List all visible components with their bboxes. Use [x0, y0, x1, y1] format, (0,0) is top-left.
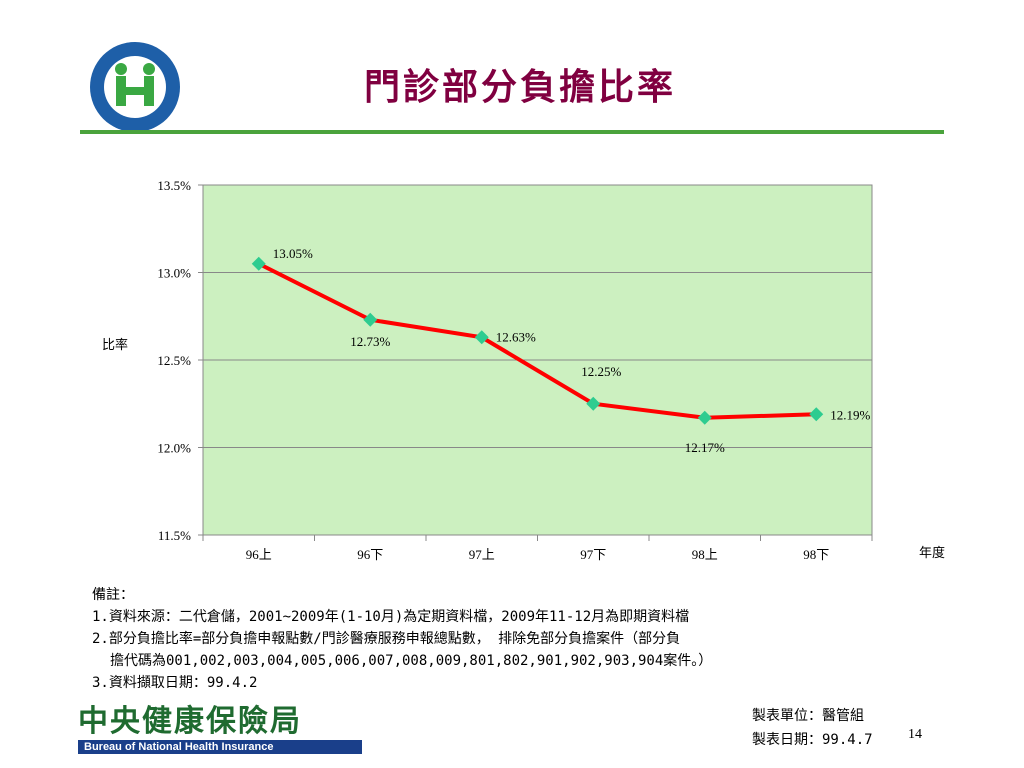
data-label: 12.73%	[350, 334, 390, 349]
note-2a: 2.部分負擔比率=部分負擔申報點數/門診醫療服務申報總點數， 排除免部分負擔案件…	[92, 631, 681, 647]
line-chart: 11.5% 12.0% 12.5% 13.0% 13.5% 96上 96下 97上 97下 98…	[102, 178, 945, 562]
bureau-name-cn: 中央健康保險局	[78, 704, 302, 739]
note-1: 1.資料來源：二代倉儲，2001~2009年(1-10月)為定期資料檔，2009…	[92, 609, 690, 625]
maker-info: 製表單位：醫管組 製表日期：99.4.7	[752, 704, 873, 752]
data-point	[586, 396, 601, 411]
y-tick-label: 12.5%	[157, 353, 191, 368]
bureau-logo: 中央健康保險局 Bureau of National Health Insura…	[78, 706, 364, 754]
x-tick-label: 98上	[692, 547, 718, 562]
notes: 備註： 1.資料來源：二代倉儲，2001~2009年(1-10月)為定期資料檔，…	[92, 584, 972, 694]
data-label: 12.63%	[496, 329, 536, 344]
data-point	[809, 407, 824, 422]
data-label: 12.19%	[830, 407, 870, 422]
nhi-logo	[88, 40, 182, 134]
data-point	[251, 256, 266, 271]
page-title: 門診部分負擔比率	[363, 66, 676, 108]
data-point	[697, 410, 712, 425]
data-point	[363, 312, 378, 327]
title-divider	[80, 130, 944, 134]
series-line	[257, 261, 817, 420]
x-axis-label: 年度	[919, 545, 945, 561]
y-tick-label: 11.5%	[158, 528, 191, 543]
maker-date: 製表日期：99.4.7	[752, 732, 873, 748]
y-tick-label: 13.5%	[157, 178, 191, 193]
note-2b: 擔代碼為001,002,003,004,005,006,007,008,009,…	[110, 653, 713, 669]
page-number: 14	[908, 727, 922, 742]
notes-heading: 備註：	[92, 587, 134, 603]
y-tick-label: 13.0%	[157, 266, 191, 281]
x-tick-label: 97上	[469, 547, 495, 562]
y-tick-label: 12.0%	[157, 441, 191, 456]
x-tick-label: 98下	[803, 547, 829, 562]
note-3: 3.資料擷取日期：99.4.2	[92, 675, 258, 691]
data-label: 12.25%	[581, 364, 621, 379]
data-label: 13.05%	[273, 246, 313, 261]
data-label: 12.17%	[685, 440, 725, 455]
y-axis-label: 比率	[102, 337, 128, 353]
maker-unit: 製表單位：醫管組	[752, 708, 864, 724]
bureau-name-en: Bureau of National Health Insurance	[78, 740, 362, 754]
x-tick-label: 96下	[357, 547, 383, 562]
data-point	[474, 330, 489, 345]
x-tick-label: 97下	[580, 547, 606, 562]
x-tick-label: 96上	[246, 547, 272, 562]
